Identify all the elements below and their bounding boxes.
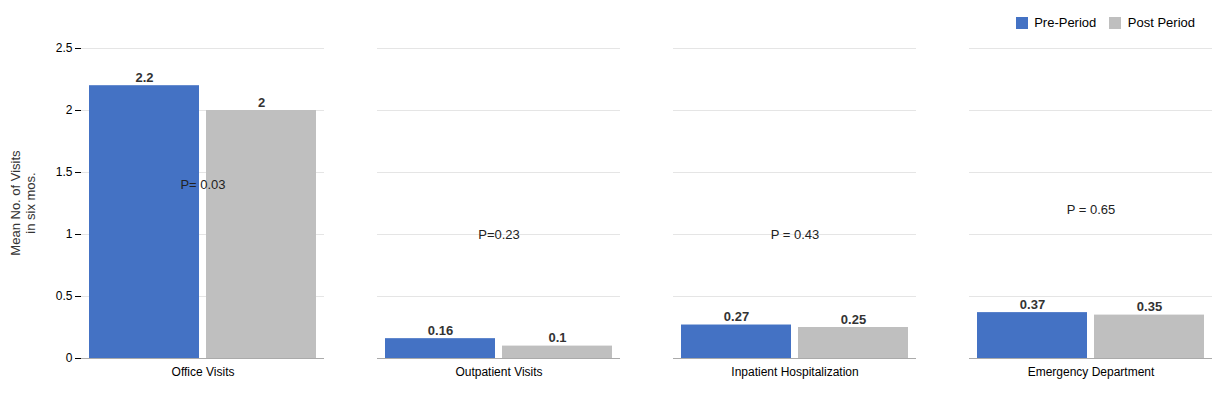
svg-text:0.1: 0.1 [548,330,566,345]
svg-text:2: 2 [66,103,73,117]
svg-text:Outpatient Visits: Outpatient Visits [455,365,542,379]
svg-text:P=0.23: P=0.23 [478,227,520,242]
svg-text:0.37: 0.37 [1020,297,1045,312]
svg-text:Office Visits: Office Visits [172,365,235,379]
svg-text:Inpatient Hospitalization: Inpatient Hospitalization [731,365,858,379]
html-text:Mean No. of Visits in six mos.: Mean No. of Visits in six mos. [7,150,38,256]
svg-text:1: 1 [66,227,73,241]
svg-text:Emergency Department: Emergency Department [1028,365,1155,379]
html-text:Post Period: Post Period [1127,15,1195,30]
svg-text:2.2: 2.2 [135,70,153,85]
svg-text:2: 2 [258,95,265,110]
svg-text:P= 0.03: P= 0.03 [180,177,225,192]
svg-text:0.35: 0.35 [1137,299,1162,314]
svg-text:0.27: 0.27 [724,309,749,324]
svg-text:P = 0.65: P = 0.65 [1067,202,1116,217]
svg-text:0.5: 0.5 [56,289,73,303]
svg-text:0: 0 [66,351,73,365]
svg-text:0.25: 0.25 [841,312,866,327]
svg-text:2.5: 2.5 [56,41,73,55]
svg-text:1.5: 1.5 [56,165,73,179]
svg-text:0.16: 0.16 [428,323,453,338]
svg-text:P = 0.43: P = 0.43 [771,227,820,242]
html-text:Pre-Period: Pre-Period [1034,15,1097,30]
